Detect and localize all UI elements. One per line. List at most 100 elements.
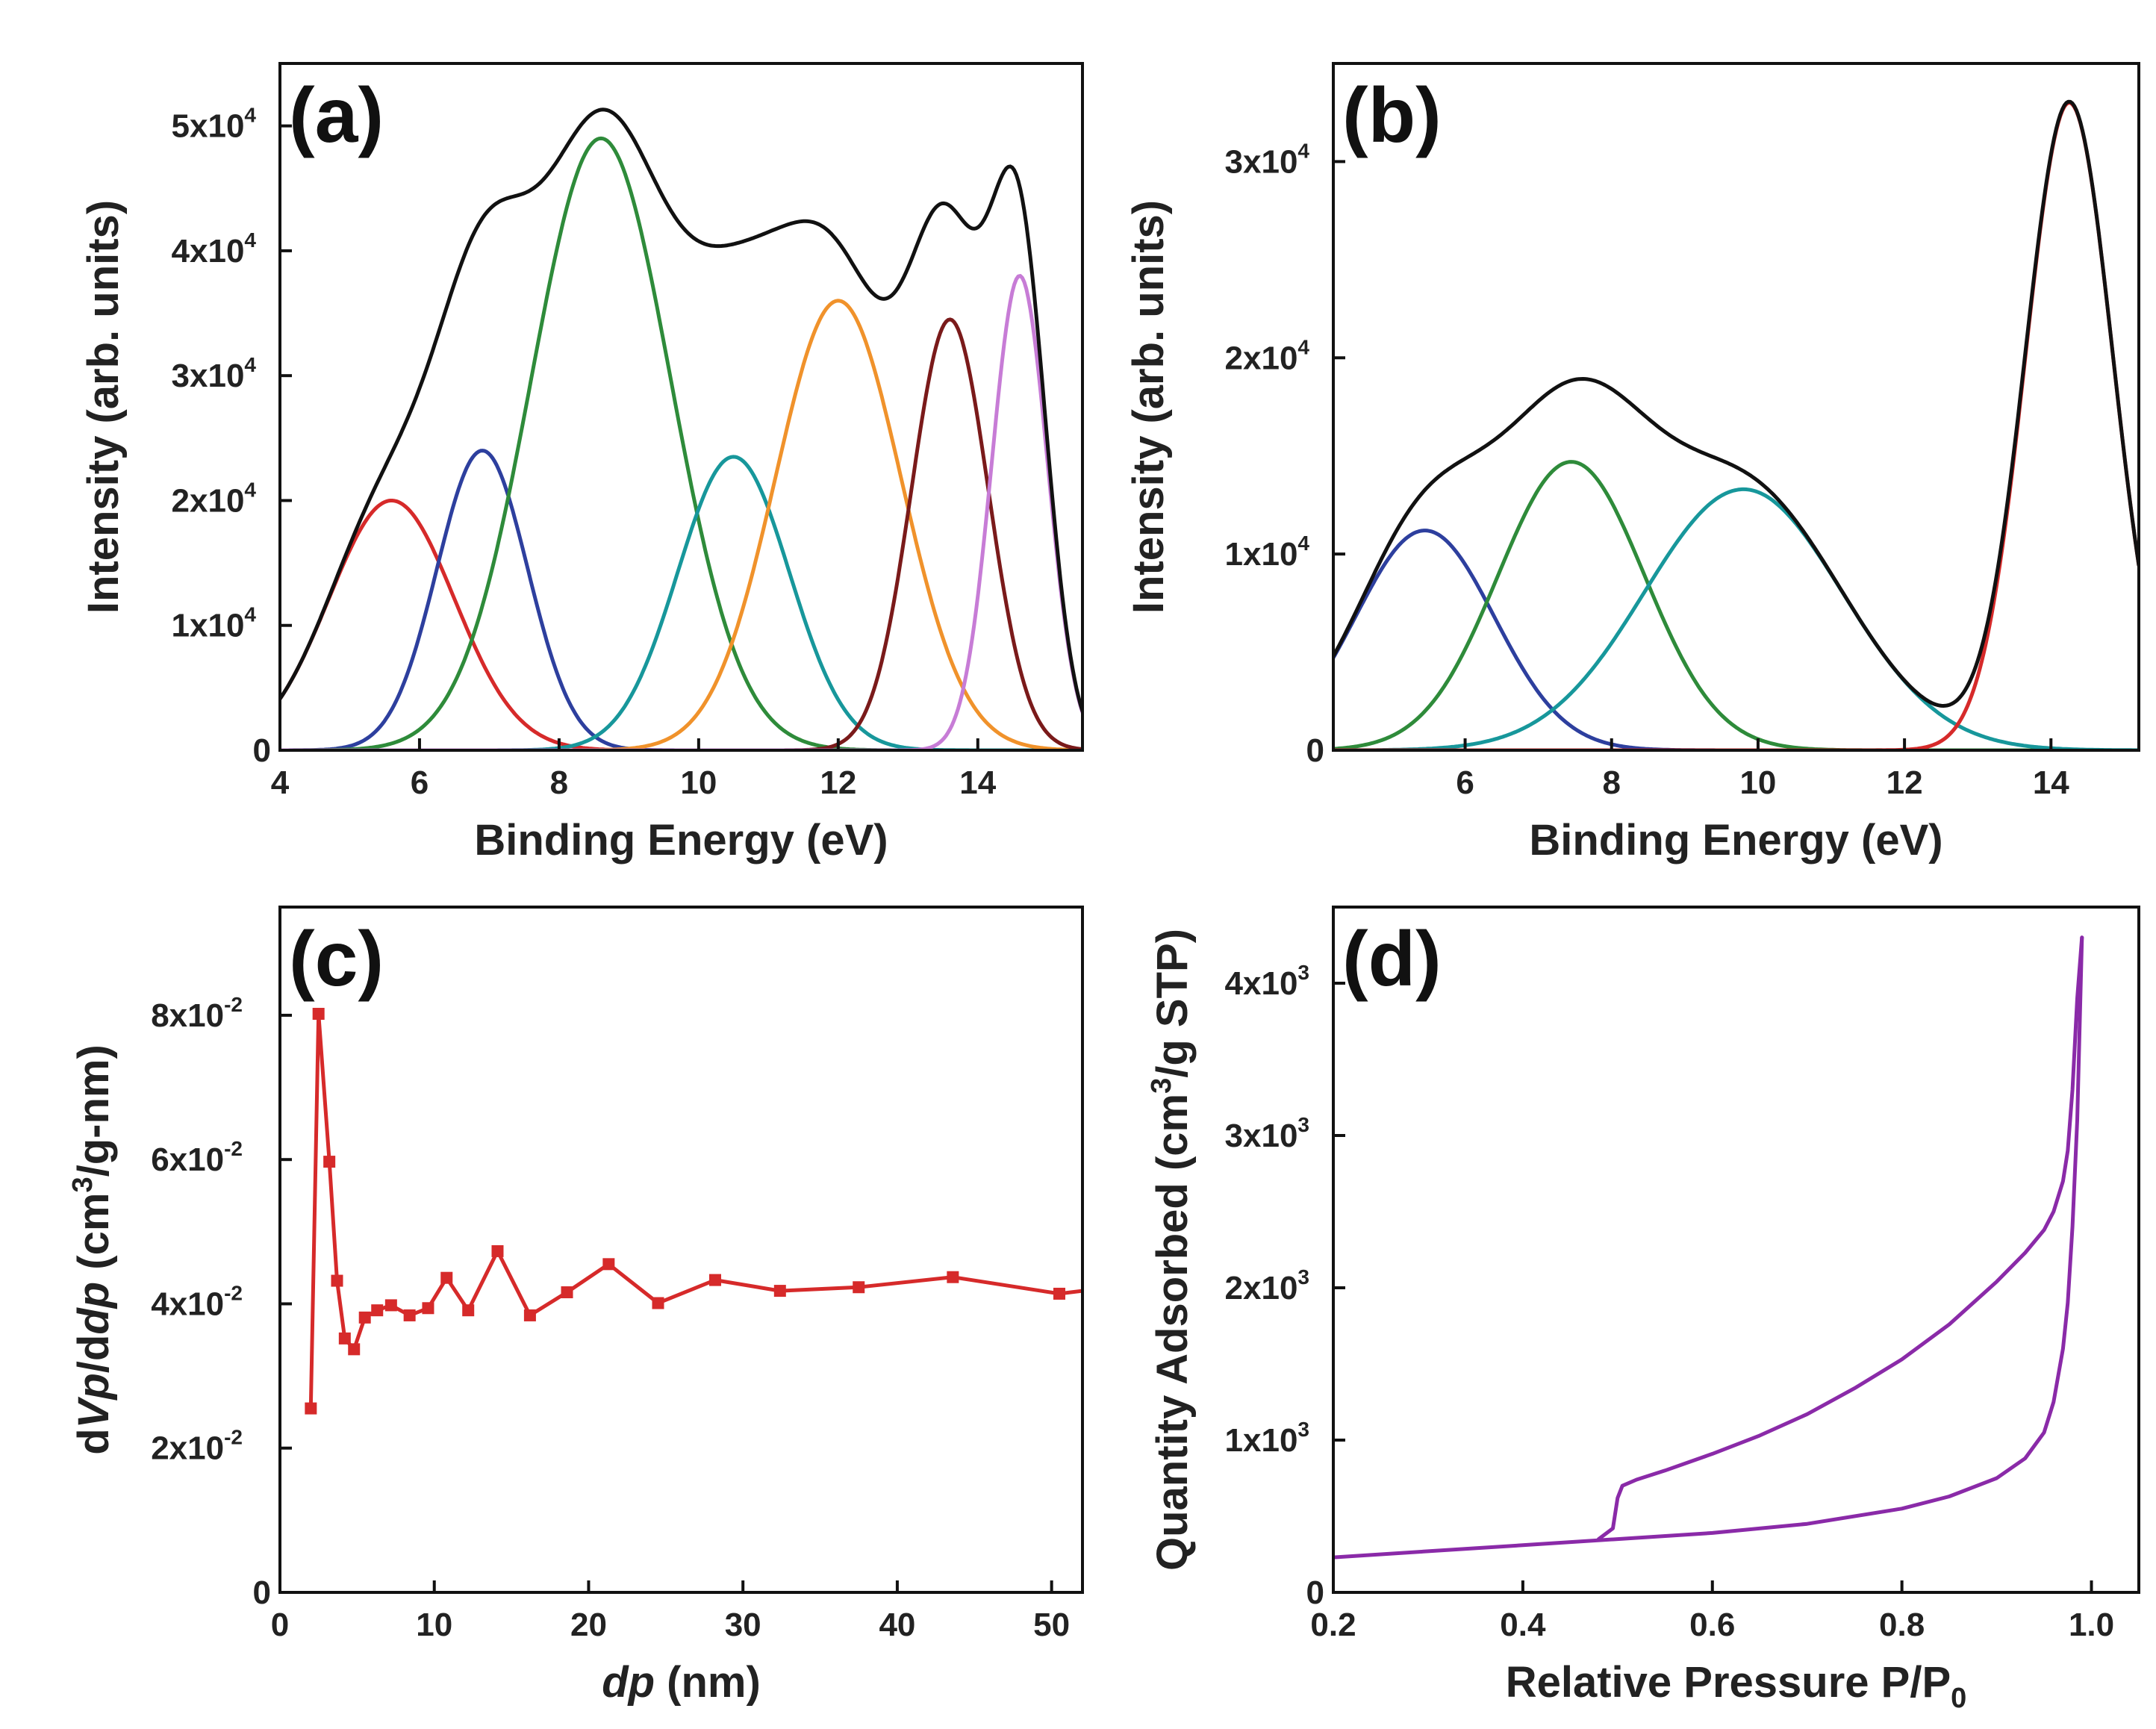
plot-area (305, 1008, 1082, 1415)
envelope-curve (1333, 99, 2139, 708)
y-tick-label: 5x104 (172, 104, 257, 145)
y-tick-label: 4x10-2 (151, 1281, 243, 1322)
data-point (853, 1281, 865, 1294)
y-label-superscript: 3 (67, 1177, 99, 1192)
y-tick-mantissa: 0 (253, 732, 271, 769)
y-tick-mantissa: 3x10 (172, 358, 245, 394)
x-tick-label: 4 (271, 764, 290, 801)
x-tick-label: 0.2 (1310, 1607, 1356, 1643)
data-point (348, 1343, 361, 1356)
data-point (708, 1274, 721, 1286)
x-tick-label: 6 (411, 764, 429, 801)
y-tick-exponent: 4 (244, 478, 256, 501)
plot-frame (1332, 906, 2140, 1594)
y-tick-exponent: 3 (1297, 1418, 1309, 1441)
panel-label: (c) (289, 916, 384, 1003)
data-point (305, 1402, 317, 1415)
x-tick-label: 0 (271, 1607, 289, 1643)
fit-peak-5 (280, 299, 1082, 750)
y-tick-mantissa: 1x10 (1225, 1422, 1298, 1459)
x-axis-label-unit: (nm) (655, 1658, 761, 1707)
fit-peak-3 (280, 136, 1082, 750)
y-tick-label: 8x10-2 (151, 993, 243, 1034)
y-tick-mantissa: 1x10 (172, 608, 245, 644)
y-tick-label: 6x10-2 (151, 1137, 243, 1178)
panel-c: 0 10 20 30 40 5002x10-24x10-26x10-28x10-2(c)d… (67, 906, 1084, 1707)
y-label-d: d (69, 1428, 118, 1454)
x-tick-label: 14 (2033, 764, 2069, 801)
y-tick-exponent: 4 (244, 228, 256, 252)
data-point (440, 1271, 453, 1284)
y-tick-mantissa: 2x10 (1225, 340, 1298, 376)
y-tick-exponent: 4 (1297, 532, 1309, 555)
plot-area (1333, 99, 2139, 750)
data-point (652, 1297, 664, 1309)
y-label-slash-d: /d (69, 1335, 118, 1374)
data-point (331, 1274, 343, 1287)
y-tick-exponent: -2 (224, 1137, 243, 1160)
x-tick-label: 14 (959, 764, 996, 801)
y-label-unit-rest: /g STP) (1148, 929, 1197, 1078)
y-axis-label: Intensity (arb. units) (1124, 200, 1173, 614)
y-tick-mantissa: 2x10 (172, 482, 245, 519)
plot-frame (278, 62, 1084, 752)
y-tick-exponent: 3 (1297, 1265, 1309, 1289)
y-tick-mantissa: 0 (253, 1574, 271, 1611)
y-tick-label: 3x103 (1225, 1113, 1309, 1154)
y-tick-label: 1x104 (1225, 532, 1310, 573)
y-tick-label: 2x10-2 (151, 1426, 243, 1467)
x-axis-label-main: Relative Pressure P/P (1506, 1658, 1951, 1707)
data-point (1053, 1287, 1065, 1300)
y-label-superscript: 3 (1146, 1078, 1177, 1094)
x-tick-label: 12 (820, 764, 856, 801)
panel-label: (b) (1342, 72, 1442, 159)
data-point (602, 1258, 615, 1271)
x-tick-label: 30 (725, 1607, 761, 1643)
y-tick-exponent: 4 (1297, 139, 1309, 162)
series-line-adsorption (1333, 935, 2084, 1560)
y-tick-label: 0 (1306, 732, 1324, 769)
x-tick-label: 40 (879, 1607, 915, 1643)
y-label-vp: Vp (69, 1373, 118, 1428)
y-axis-label: Quantity Adsorbed (cm3/g STP) (1146, 929, 1197, 1571)
y-label-dp: dp (69, 1282, 118, 1335)
y-tick-mantissa: 3x10 (1225, 1118, 1298, 1154)
fit-peak-2 (280, 449, 1082, 750)
y-label-unit-rest: /g-nm) (69, 1044, 118, 1177)
y-tick-mantissa: 2x10 (151, 1430, 224, 1467)
data-point (384, 1299, 397, 1312)
x-tick-label: 6 (1456, 764, 1474, 801)
y-tick-mantissa: 4x10 (1225, 965, 1298, 1002)
y-tick-exponent: 4 (244, 104, 256, 127)
data-point (462, 1304, 475, 1317)
panel-label: (d) (1342, 916, 1442, 1003)
data-point (323, 1156, 336, 1168)
y-tick-exponent: 4 (244, 353, 256, 376)
y-axis-label: Intensity (arb. units) (79, 200, 128, 614)
fit-peak-7 (280, 274, 1082, 750)
fit-peak-6 (280, 317, 1082, 750)
y-tick-mantissa: 5x10 (172, 108, 245, 145)
x-axis-label: Relative Pressure P/P0 (1506, 1658, 1967, 1714)
y-tick-mantissa: 1x10 (1225, 536, 1298, 573)
y-tick-exponent: 3 (1297, 1113, 1309, 1136)
series-line-desorption (1596, 935, 2084, 1542)
data-point (403, 1309, 416, 1321)
x-tick-label: 10 (416, 1607, 452, 1643)
data-point (773, 1285, 786, 1297)
y-tick-label: 3x104 (172, 353, 257, 394)
y-tick-exponent: -2 (224, 1426, 243, 1449)
x-axis-label: Binding Energy (eV) (474, 816, 888, 864)
data-point (312, 1008, 325, 1021)
data-point (491, 1244, 504, 1257)
envelope-curve (280, 108, 1082, 714)
x-axis-label: dp (nm) (602, 1658, 761, 1707)
y-tick-label: 2x103 (1225, 1265, 1309, 1306)
data-point (358, 1311, 371, 1324)
y-tick-label: 1x104 (172, 603, 257, 644)
x-tick-label: 50 (1033, 1607, 1070, 1643)
y-tick-mantissa: 6x10 (151, 1141, 224, 1178)
y-tick-exponent: -2 (224, 993, 243, 1016)
